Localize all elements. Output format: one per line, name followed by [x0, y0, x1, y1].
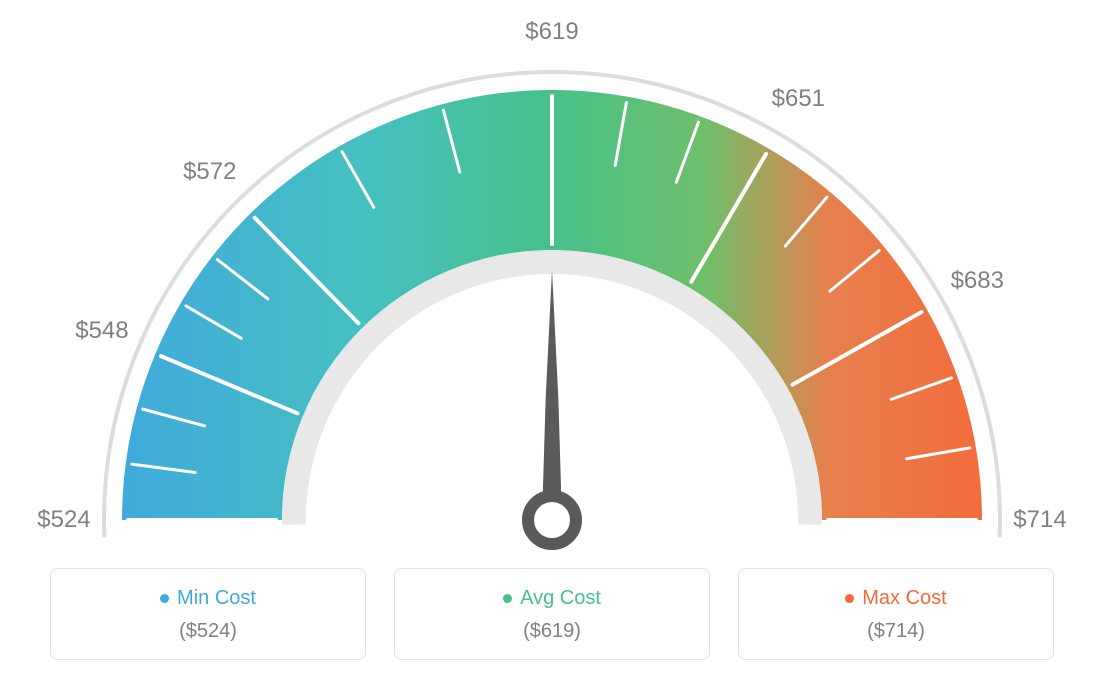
legend-title-text-max: Max Cost — [862, 587, 946, 610]
legend-card-min: Min Cost ($524) — [50, 568, 366, 660]
legend-row: Min Cost ($524) Avg Cost ($619) Max Cost ($71… — [50, 568, 1054, 660]
legend-title-max: Max Cost — [845, 587, 946, 610]
gauge-chart: $524$548$572$619$651$683$714 — [0, 0, 1104, 560]
legend-dot-min — [160, 594, 169, 603]
legend-title-text-min: Min Cost — [177, 587, 256, 610]
legend-value-min: ($524) — [61, 620, 355, 643]
legend-dot-max — [845, 594, 854, 603]
legend-title-text-avg: Avg Cost — [520, 587, 601, 610]
legend-value-max: ($714) — [749, 620, 1043, 643]
legend-dot-avg — [503, 594, 512, 603]
legend-title-min: Min Cost — [160, 587, 256, 610]
gauge-svg — [52, 20, 1052, 580]
legend-card-avg: Avg Cost ($619) — [394, 568, 710, 660]
legend-card-max: Max Cost ($714) — [738, 568, 1054, 660]
legend-title-avg: Avg Cost — [503, 587, 601, 610]
legend-value-avg: ($619) — [405, 620, 699, 643]
